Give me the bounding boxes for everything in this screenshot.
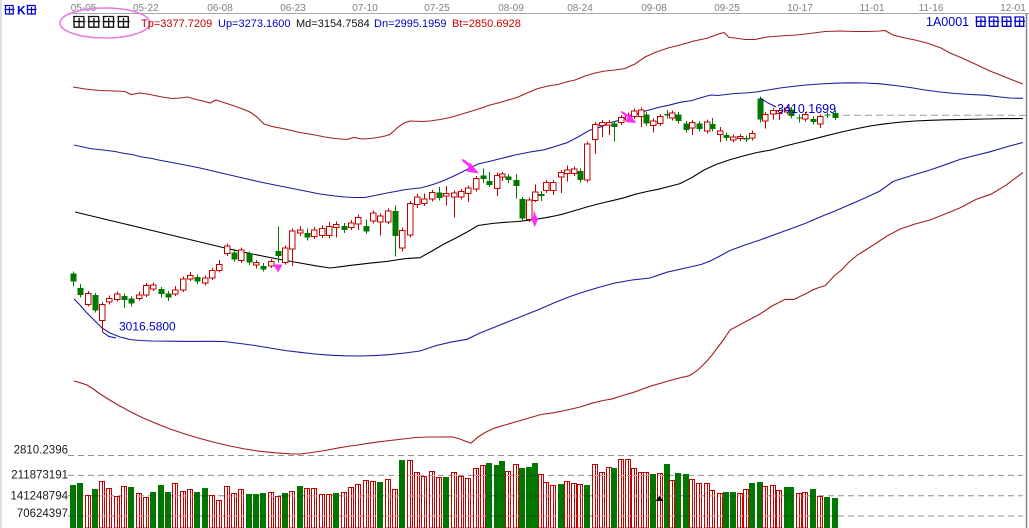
svg-text:Dn=2995.1959: Dn=2995.1959 <box>374 18 446 30</box>
svg-text:08-24: 08-24 <box>567 3 593 14</box>
svg-text:08-09: 08-09 <box>498 3 524 14</box>
svg-text:3410.1699: 3410.1699 <box>777 102 836 116</box>
svg-text:10-17: 10-17 <box>787 3 813 14</box>
svg-text:Md=3154.7584: Md=3154.7584 <box>296 18 370 30</box>
svg-text:Bt=2850.6928: Bt=2850.6928 <box>452 18 521 30</box>
svg-text:2810.2396: 2810.2396 <box>14 445 68 457</box>
svg-text:07-10: 07-10 <box>352 3 378 14</box>
svg-text:Tp=3377.7209: Tp=3377.7209 <box>141 18 212 30</box>
svg-text:09-08: 09-08 <box>641 3 667 14</box>
svg-text:1A0001: 1A0001 <box>926 15 969 29</box>
svg-text:07-25: 07-25 <box>424 3 450 14</box>
svg-text:12-01: 12-01 <box>1000 3 1026 14</box>
svg-text:Up=3273.1600: Up=3273.1600 <box>218 18 290 30</box>
svg-text:K: K <box>17 4 26 18</box>
svg-text:06-08: 06-08 <box>207 3 233 14</box>
svg-text:05-05: 05-05 <box>71 3 97 14</box>
svg-text:09-25: 09-25 <box>714 3 740 14</box>
svg-text:11-01: 11-01 <box>860 3 885 14</box>
svg-text:70624397: 70624397 <box>17 508 68 520</box>
svg-text:141248794: 141248794 <box>10 491 68 503</box>
svg-text:211873191: 211873191 <box>11 470 68 482</box>
svg-text:3016.5800: 3016.5800 <box>119 320 176 334</box>
svg-text:11-16: 11-16 <box>919 3 944 14</box>
svg-text:05-22: 05-22 <box>133 3 159 14</box>
svg-text:06-23: 06-23 <box>280 3 306 14</box>
